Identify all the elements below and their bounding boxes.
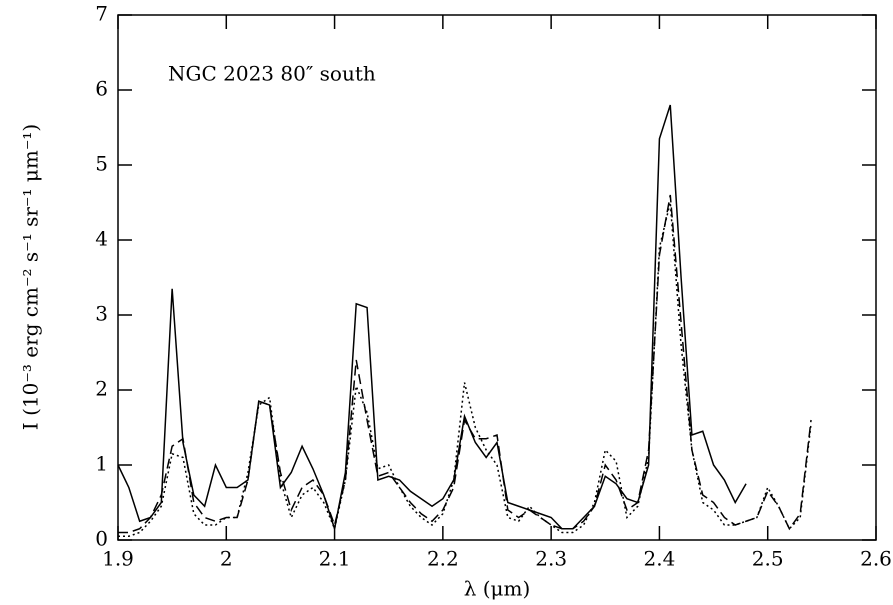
- x-tick-label: 2.5: [752, 547, 784, 571]
- y-tick-label: 7: [95, 2, 108, 26]
- x-tick-label: 2.1: [319, 547, 351, 571]
- y-tick-label: 6: [95, 77, 108, 101]
- series-line: [117, 104, 747, 530]
- x-tick-label: 2: [220, 547, 233, 571]
- series-line: [118, 194, 812, 534]
- y-tick-label: 0: [95, 527, 108, 551]
- series-line: [118, 202, 812, 537]
- y-tick-label: 3: [95, 302, 108, 326]
- annotation: NGC 2023 80″ south: [168, 62, 376, 86]
- y-tick-label: 1: [95, 452, 108, 476]
- x-tick-label: 1.9: [102, 547, 134, 571]
- y-tick-label: 5: [95, 152, 108, 176]
- x-tick-label: 2.2: [427, 547, 459, 571]
- x-tick-label: 2.4: [644, 547, 676, 571]
- x-tick-label: 2.6: [860, 547, 892, 571]
- x-tick-label: 2.3: [535, 547, 567, 571]
- y-tick-label: 4: [95, 227, 108, 251]
- y-tick-label: 2: [95, 377, 108, 401]
- y-axis-label: I (10⁻³ erg cm⁻² s⁻¹ sr⁻¹ μm⁻¹): [19, 124, 43, 430]
- plot-frame: [117, 14, 877, 541]
- x-axis-label: λ (μm): [464, 577, 531, 601]
